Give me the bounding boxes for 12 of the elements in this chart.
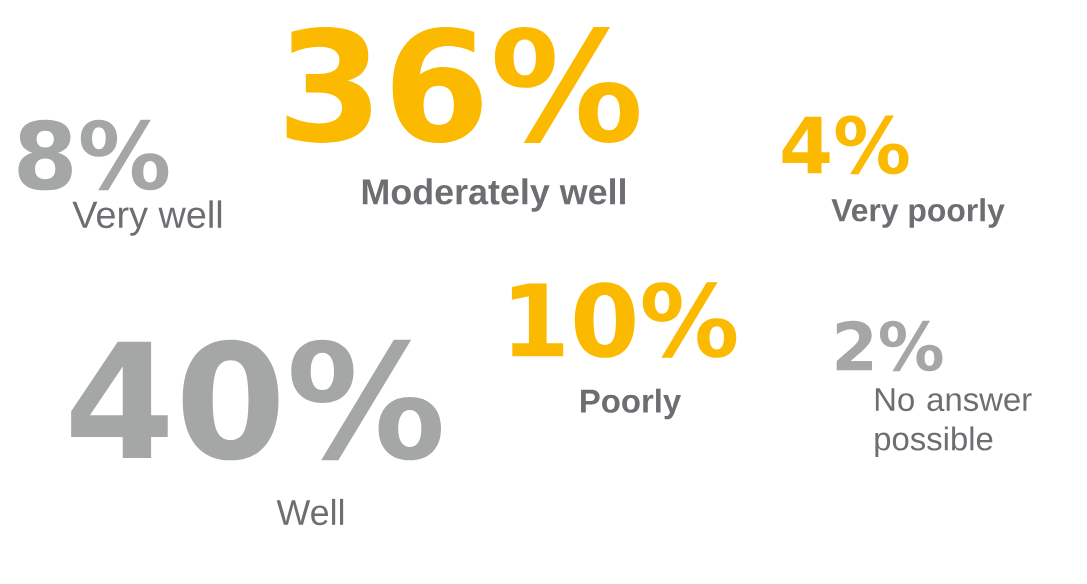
data-label: 4% — [782, 115, 909, 175]
data-label: 8% — [18, 119, 169, 191]
category-label: Well — [276, 498, 344, 526]
category-label: Poorly — [581, 388, 681, 420]
data-label: 10% — [511, 282, 737, 358]
data-label: 40% — [71, 339, 441, 461]
data-label: 2% — [836, 320, 943, 372]
category-label: Very poorly — [831, 198, 1005, 228]
data-label: 36% — [286, 26, 639, 144]
category-label: Very well — [72, 200, 222, 236]
category-label: Moderately well — [362, 178, 625, 212]
category-label: No answer possible — [875, 388, 1032, 458]
